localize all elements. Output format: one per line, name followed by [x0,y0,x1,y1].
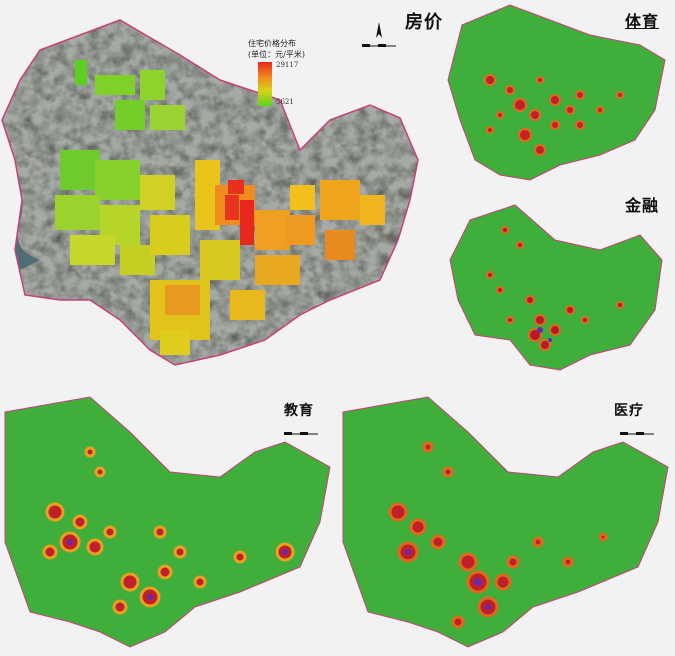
finance-core-spots [537,327,552,342]
education-core-spots [67,539,288,600]
price-legend: 住宅价格分布 (单位：元/平米) 29117 5621 [248,38,388,106]
finance-map-panel [440,190,675,380]
legend-unit: (单位：元/平米) [248,50,305,59]
medical-hotspots [388,441,608,629]
price-panel-title: 房价 [405,12,443,33]
legend-color-bar [258,62,272,106]
education-hotspots [42,446,295,615]
medical-heatmap [342,396,669,648]
north-arrow-icon [362,22,396,47]
medical-north-arrow-icon [620,432,654,435]
medical-map-panel [338,392,675,656]
district-boundary [1,19,419,366]
legend-title: 住宅价格分布 [248,39,296,48]
price-parcels [55,60,385,355]
education-panel-title: 教育 [284,403,314,419]
finance-heatmap [449,204,663,371]
sports-panel-title: 体育 [625,12,660,31]
medical-panel-title: 医疗 [614,403,644,419]
legend-min-value: 5621 [276,98,294,106]
sports-map-panel [440,0,675,185]
education-heatmap [4,396,331,648]
sports-heatmap [447,4,666,181]
price-map [1,19,419,366]
price-map-panel [0,0,440,375]
legend-max-value: 29117 [276,61,299,69]
medical-core-spots [405,549,491,610]
education-map-panel [0,392,338,656]
finance-panel-title: 金融 [625,196,660,215]
education-north-arrow-icon [284,432,318,435]
sports-hotspots [484,74,624,156]
